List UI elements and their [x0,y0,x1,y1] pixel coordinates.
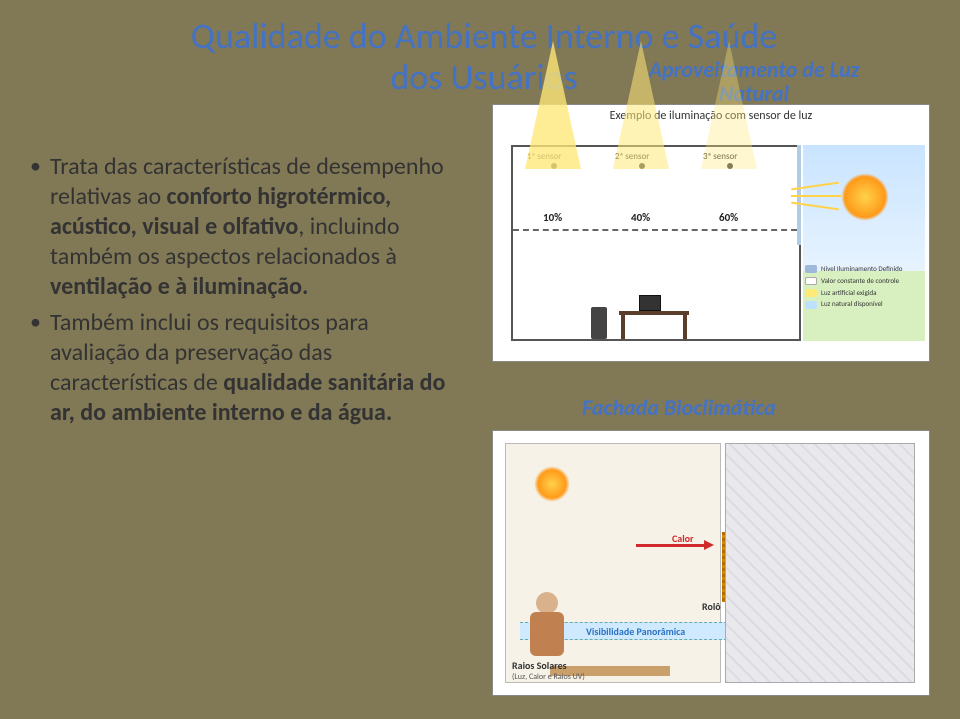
monitor-icon [639,295,661,311]
pct-label: 40% [631,211,650,224]
sun-rays [791,183,841,213]
legend-row: Luz natural disponível [805,300,923,309]
heat-arrow [636,544,706,547]
light-cone [525,41,581,169]
light-cone [613,41,669,169]
desk-icon [619,301,689,339]
bullet-text: Também inclui os requisitos para avaliaç… [50,308,460,428]
bullet-text: Trata das características de desempenho … [50,152,460,302]
blind-label: Rolô [702,600,721,613]
rays-sublabel: (Luz, Calor e Raios UV) [512,672,585,682]
lighting-diagram: Exemplo de iluminação com sensor de luz … [492,104,930,362]
facade-diagram: Calor Rolô Visibilidade Panorâmica Raios… [492,430,930,696]
legend: Nível Iluminamento Definido Valor consta… [805,265,923,312]
cross-section: 1ª sensor 10% 2ª sensor 40% 3ª sensor 60… [493,127,929,359]
legend-row: Valor constante de controle [805,277,923,286]
bullet-list: • Trata das características de desempenh… [30,152,460,434]
heat-label: Calor [672,532,694,545]
bullet-marker: • [30,308,50,428]
pct-label: 10% [543,211,562,224]
bullet-item: • Também inclui os requisitos para avali… [30,308,460,428]
sun-icon [534,466,570,502]
floor [511,339,801,341]
chair-icon [591,307,607,339]
light-cone [701,41,757,169]
title-line1: Qualidade do Ambiente Interno e Saúde [191,14,777,58]
facade-glass [725,443,915,683]
bullet-item: • Trata das características de desempenh… [30,152,460,302]
diagram-caption: Fachada Bioclimática [582,394,776,421]
room: Calor Rolô Visibilidade Panorâmica Raios… [505,443,721,683]
daylight-curve [513,229,797,289]
legend-row: Luz artificial exigida [805,289,923,298]
vis-label: Visibilidade Panorâmica [586,625,685,638]
bullet-marker: • [30,152,50,302]
pct-label: 60% [719,211,738,224]
rays-label: Raios Solares [512,659,567,672]
sun-icon [841,173,889,221]
legend-row: Nível Iluminamento Definido [805,265,923,274]
